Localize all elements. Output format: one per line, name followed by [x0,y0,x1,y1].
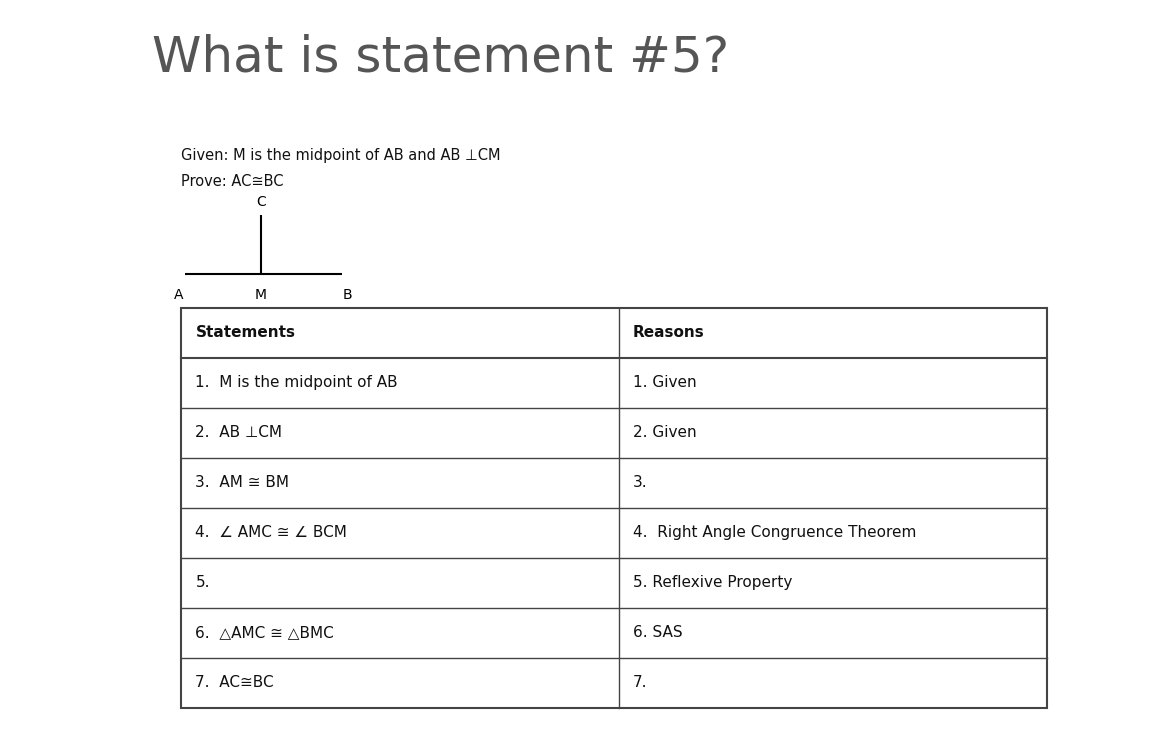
Text: 2.  AB ⊥CM: 2. AB ⊥CM [195,425,282,440]
Text: C: C [256,195,266,209]
Text: 1. Given: 1. Given [633,375,696,390]
Text: 1.  M is the midpoint of AB: 1. M is the midpoint of AB [195,375,398,390]
Text: A: A [174,288,184,302]
Text: 7.: 7. [633,675,647,690]
Text: Statements: Statements [195,325,295,340]
Text: 3.  AM ≅ BM: 3. AM ≅ BM [195,475,289,490]
Text: 3.: 3. [633,475,647,490]
Text: 6.  △AMC ≅ △BMC: 6. △AMC ≅ △BMC [195,625,335,640]
Text: M: M [255,288,267,302]
Text: 4.  ∠ AMC ≅ ∠ BCM: 4. ∠ AMC ≅ ∠ BCM [195,525,347,540]
Text: 2. Given: 2. Given [633,425,696,440]
Text: Given: M is the midpoint of AB and AB ⊥CM: Given: M is the midpoint of AB and AB ⊥C… [181,148,501,163]
Text: What is statement #5?: What is statement #5? [152,33,729,82]
Text: B: B [343,288,352,302]
Text: Prove: AC≅BC: Prove: AC≅BC [181,174,284,189]
Text: 7.  AC≅BC: 7. AC≅BC [195,675,274,690]
Text: 6. SAS: 6. SAS [633,625,682,640]
Text: 4.  Right Angle Congruence Theorem: 4. Right Angle Congruence Theorem [633,525,916,540]
Text: 5. Reflexive Property: 5. Reflexive Property [633,575,792,590]
Text: 5.: 5. [195,575,209,590]
Text: Reasons: Reasons [633,325,704,340]
